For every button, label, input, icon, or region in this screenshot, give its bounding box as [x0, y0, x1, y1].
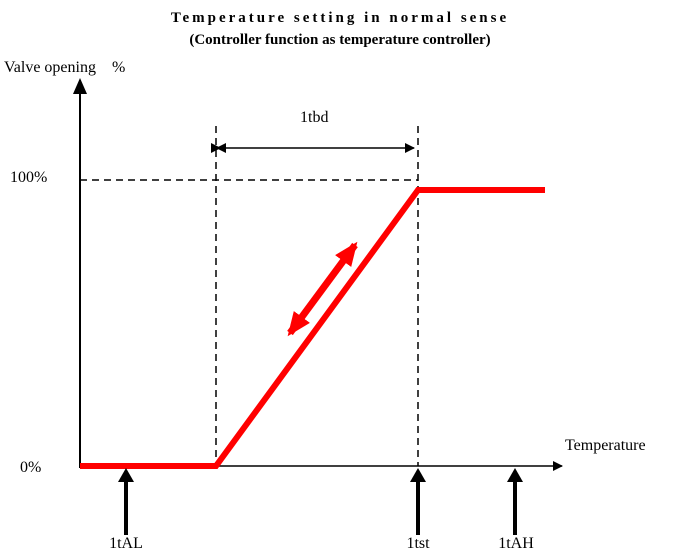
marker-label: 1tst	[406, 535, 430, 552]
double-arrow	[287, 241, 358, 337]
x-axis-label: Temperature	[565, 437, 646, 454]
marker-arrows	[124, 478, 517, 535]
marker-heads	[118, 468, 523, 482]
curve	[80, 187, 545, 469]
marker-label: 1tAH	[498, 535, 534, 552]
bottom-label: 0%	[20, 459, 41, 476]
band-arrow-head	[216, 143, 226, 153]
top-label: 100%	[10, 169, 47, 186]
subtitle: (Controller function as temperature cont…	[189, 32, 490, 48]
title: Temperature setting in normal sense	[171, 10, 509, 26]
band-label: 1tbd	[300, 109, 328, 126]
marker-label: 1tAL	[109, 535, 143, 552]
y-axis-label: Valve opening %	[4, 59, 125, 76]
guides	[80, 126, 419, 466]
